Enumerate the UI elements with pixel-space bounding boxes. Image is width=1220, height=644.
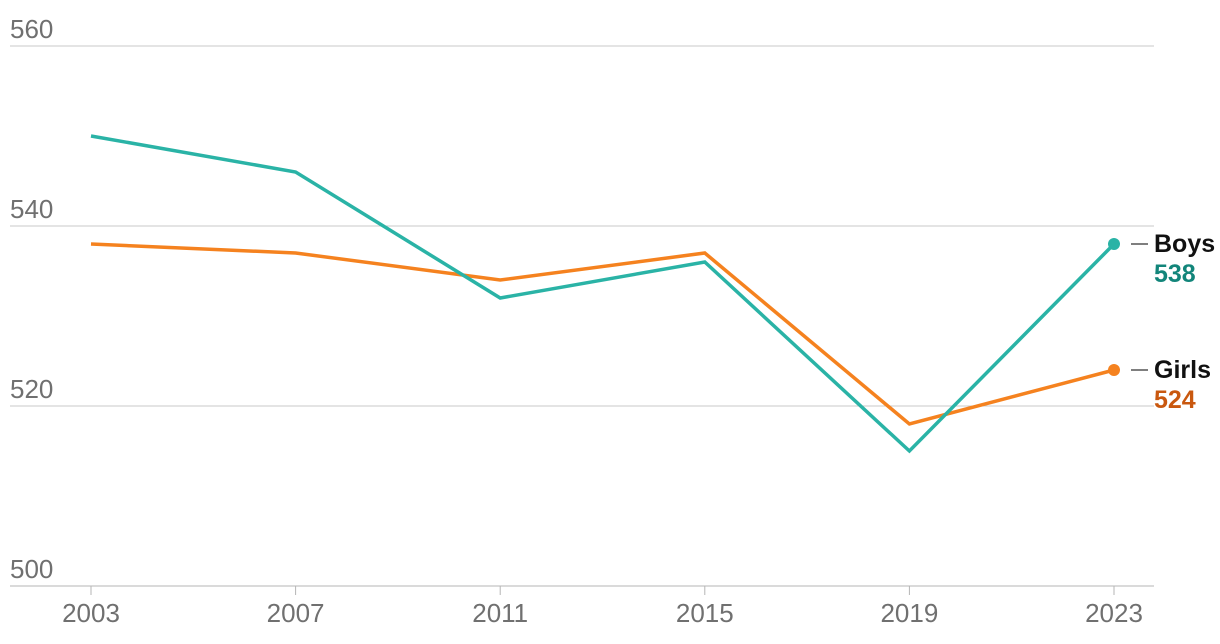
series-lines [90,134,1120,454]
data-point-boys-2023 [1108,238,1120,250]
x-tick-label-2011: 2011 [472,598,528,628]
x-axis: 2003 2007 2011 2015 2019 2023 [62,586,1143,628]
y-tick-label-500: 500 [10,554,53,584]
data-point-girls-2023 [1108,364,1120,376]
series-line-boys [90,134,1116,454]
end-label-value-boys: 538 [1154,260,1196,288]
y-tick-label-560: 560 [10,14,53,44]
x-tick-label-2003: 2003 [62,598,120,628]
x-tick-label-2023: 2023 [1085,598,1143,628]
y-tick-label-520: 520 [10,374,53,404]
end-label-name-boys: Boys [1154,230,1215,258]
x-tick-label-2019: 2019 [880,598,938,628]
x-tick-label-2015: 2015 [676,598,734,628]
end-label-name-girls: Girls [1154,356,1211,384]
end-label-value-girls: 524 [1154,386,1196,414]
gridlines [10,45,1154,587]
x-tick-label-2007: 2007 [267,598,325,628]
y-axis-labels: 500 520 540 560 [10,14,53,584]
y-tick-label-540: 540 [10,194,53,224]
